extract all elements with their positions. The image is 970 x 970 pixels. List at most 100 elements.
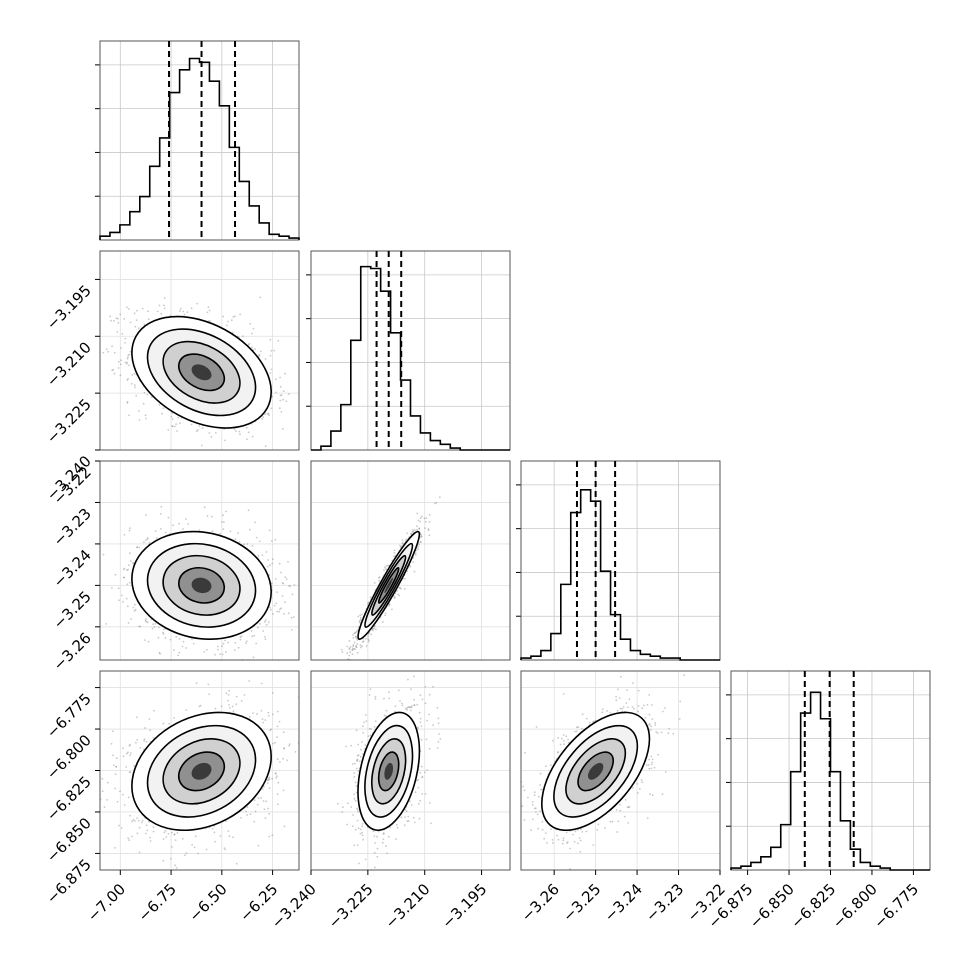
scatter-point [162,628,165,631]
scatter-point [410,532,412,535]
scatter-point [348,648,351,651]
scatter-point [214,432,217,434]
scatter-point [231,705,234,708]
scatter-point [248,680,251,682]
scatter-point [265,551,268,553]
scatter-point [134,384,136,386]
scatter-point [276,591,278,593]
scatter-point [136,716,138,719]
scatter-point [264,413,267,416]
scatter-point [203,651,206,653]
scatter-point [173,425,176,428]
scatter-point [113,372,116,375]
scatter-point [197,852,200,855]
scatter-point [274,538,277,541]
scatter-point [117,587,120,590]
scatter-point [162,407,165,410]
scatter-point [257,797,260,800]
scatter-point [393,597,396,600]
scatter-point [272,613,274,615]
scatter-point [251,544,254,547]
scatter-point [251,332,253,335]
scatter-point [146,393,149,396]
scatter-point [139,747,142,749]
scatter-point [222,315,225,318]
scatter-point [173,649,175,651]
scatter-point [159,512,162,515]
scatter-point [139,625,142,628]
scatter-point [116,331,119,333]
density-peak [191,364,212,381]
scatter-point [145,824,148,827]
scatter-point [378,576,381,578]
scatter-point [418,527,420,530]
scatter-point [143,391,146,394]
scatter-point [269,564,271,567]
scatter-point [411,530,414,533]
scatter-point [428,521,431,523]
scatter-point [219,653,222,655]
diag-panel-4 [726,670,931,871]
scatter-point [368,639,370,642]
scatter-point [204,664,206,666]
scatter-point [267,559,269,561]
diag-panel-1 [95,40,300,241]
scatter-point [280,411,283,413]
scatter-point [268,776,271,779]
scatter-point [373,582,376,584]
scatter-point [282,582,285,585]
scatter-point [126,400,129,403]
scatter-point [113,351,116,354]
scatter-point [352,643,355,646]
scatter-point [126,379,129,381]
scatter-point [341,651,344,653]
scatter-point [227,320,229,323]
scatter-point [162,633,165,635]
scatter-point [353,648,355,650]
scatter-point [264,358,267,360]
scatter-point [275,578,277,580]
scatter-point [417,546,420,549]
scatter-point [160,528,162,530]
scatter-point [198,425,201,427]
scatter-point [124,337,127,340]
scatter-point [413,570,416,573]
scatter-point [145,832,147,835]
scatter-point [259,296,262,299]
scatter-point [154,530,157,532]
scatter-point [385,568,387,570]
scatter-point [418,527,421,530]
scatter-point [145,620,148,623]
scatter-point [359,618,362,621]
scatter-point [268,414,270,416]
scatter-point [110,319,112,322]
scatter-point [235,695,238,698]
scatter-point [353,641,356,644]
scatter-point [133,372,136,375]
scatter-point [355,646,358,649]
scatter-point [97,783,99,785]
scatter-point [412,529,414,531]
scatter-point [221,645,224,647]
scatter-point [228,689,231,692]
scatter-point [134,603,136,606]
scatter-point [398,594,401,597]
scatter-point [273,349,275,352]
scatter-point [414,552,417,554]
scatter-point [239,638,242,641]
scatter-point [137,327,140,330]
scatter-point [143,541,145,544]
scatter-point [136,546,139,548]
scatter-point [146,621,149,624]
scatter-point [251,635,254,638]
scatter-point [284,601,286,604]
scatter-point [132,606,135,609]
scatter-point [287,393,290,395]
scatter-point [128,771,131,774]
scatter-point [355,637,358,639]
scatter-point [370,633,372,636]
panel-frame [520,460,721,661]
scatter-point [350,662,352,664]
scatter-point [394,596,396,599]
scatter-point [358,619,361,622]
